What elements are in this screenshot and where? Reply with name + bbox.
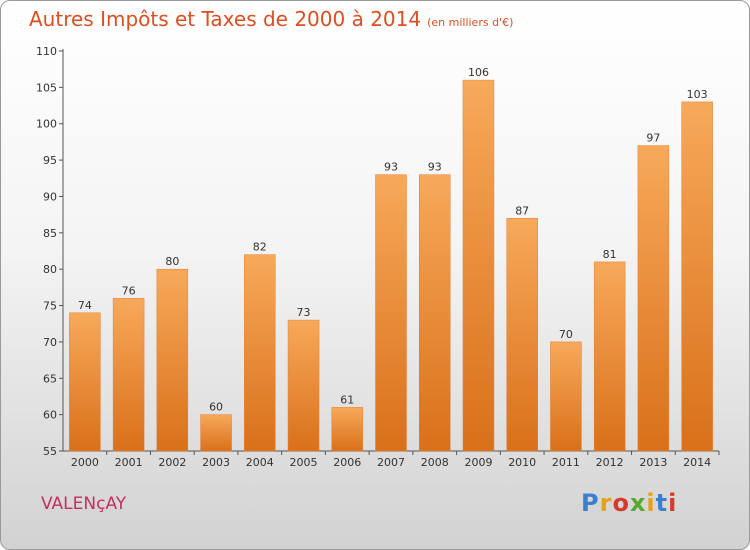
bar bbox=[637, 145, 670, 452]
y-tick-label: 85 bbox=[43, 227, 57, 240]
y-tick-label: 110 bbox=[36, 45, 57, 58]
data-label: 82 bbox=[253, 241, 267, 254]
x-tick-label: 2004 bbox=[246, 456, 274, 469]
logo-letter: P bbox=[581, 489, 600, 517]
y-tick-label: 55 bbox=[43, 445, 57, 458]
bar bbox=[593, 261, 626, 452]
x-tick-label: 2011 bbox=[552, 456, 580, 469]
y-tick-label: 60 bbox=[43, 409, 57, 422]
data-label: 80 bbox=[165, 255, 179, 268]
x-tick-label: 2013 bbox=[639, 456, 667, 469]
logo-letter: r bbox=[599, 489, 613, 517]
bar bbox=[69, 312, 101, 452]
y-tick-label: 80 bbox=[43, 263, 57, 276]
city-name: VALENçAY bbox=[41, 494, 127, 514]
y-tick-label: 100 bbox=[36, 118, 57, 131]
x-tick-label: 2009 bbox=[464, 456, 492, 469]
bar bbox=[112, 298, 145, 452]
x-tick-label: 2008 bbox=[421, 456, 449, 469]
chart-title-block: Autres Impôts et Taxes de 2000 à 2014 (en… bbox=[29, 7, 513, 31]
data-label: 97 bbox=[646, 132, 660, 145]
data-label: 87 bbox=[515, 204, 529, 217]
data-label: 73 bbox=[297, 306, 311, 319]
x-tick-label: 2014 bbox=[683, 456, 711, 469]
x-tick-label: 2006 bbox=[333, 456, 361, 469]
logo-letter: i bbox=[646, 489, 656, 517]
bar bbox=[418, 174, 451, 452]
data-label: 74 bbox=[78, 299, 92, 312]
bar bbox=[550, 341, 582, 452]
bar bbox=[681, 101, 713, 452]
x-tick-label: 2007 bbox=[377, 456, 405, 469]
x-tick-label: 2005 bbox=[290, 456, 318, 469]
y-tick-label: 65 bbox=[43, 372, 57, 385]
logo-letter: t bbox=[655, 489, 669, 517]
bar bbox=[375, 174, 407, 452]
bar bbox=[244, 254, 276, 452]
data-label: 76 bbox=[122, 284, 136, 297]
logo-letter: o bbox=[612, 489, 630, 517]
x-tick-label: 2003 bbox=[202, 456, 230, 469]
y-tick-label: 95 bbox=[43, 154, 57, 167]
logo-letter: x bbox=[629, 489, 647, 517]
data-label: 81 bbox=[603, 248, 617, 261]
bar bbox=[200, 414, 232, 452]
data-label: 61 bbox=[340, 393, 354, 406]
x-tick-label: 2001 bbox=[115, 456, 143, 469]
bar bbox=[506, 218, 538, 452]
chart-subtitle: (en milliers d'€) bbox=[427, 16, 514, 29]
y-tick-label: 90 bbox=[43, 190, 57, 203]
data-label: 103 bbox=[687, 88, 708, 101]
data-label: 70 bbox=[559, 328, 573, 341]
x-tick-label: 2010 bbox=[508, 456, 536, 469]
bar bbox=[287, 319, 320, 452]
y-tick-label: 105 bbox=[36, 81, 57, 94]
x-tick-label: 2000 bbox=[71, 456, 99, 469]
bar bbox=[462, 79, 495, 452]
y-tick-label: 70 bbox=[43, 336, 57, 349]
data-label: 93 bbox=[384, 161, 398, 174]
x-tick-label: 2012 bbox=[596, 456, 624, 469]
logo-letter: i bbox=[668, 489, 678, 517]
bar bbox=[331, 407, 364, 452]
bar bbox=[156, 268, 189, 452]
x-tick-label: 2002 bbox=[158, 456, 186, 469]
proxiti-logo: Proxiti bbox=[581, 489, 677, 517]
data-label: 93 bbox=[428, 161, 442, 174]
chart-title: Autres Impôts et Taxes de 2000 à 2014 bbox=[29, 7, 422, 31]
data-label: 106 bbox=[468, 66, 489, 79]
data-label: 60 bbox=[209, 401, 223, 414]
y-tick-label: 75 bbox=[43, 300, 57, 313]
